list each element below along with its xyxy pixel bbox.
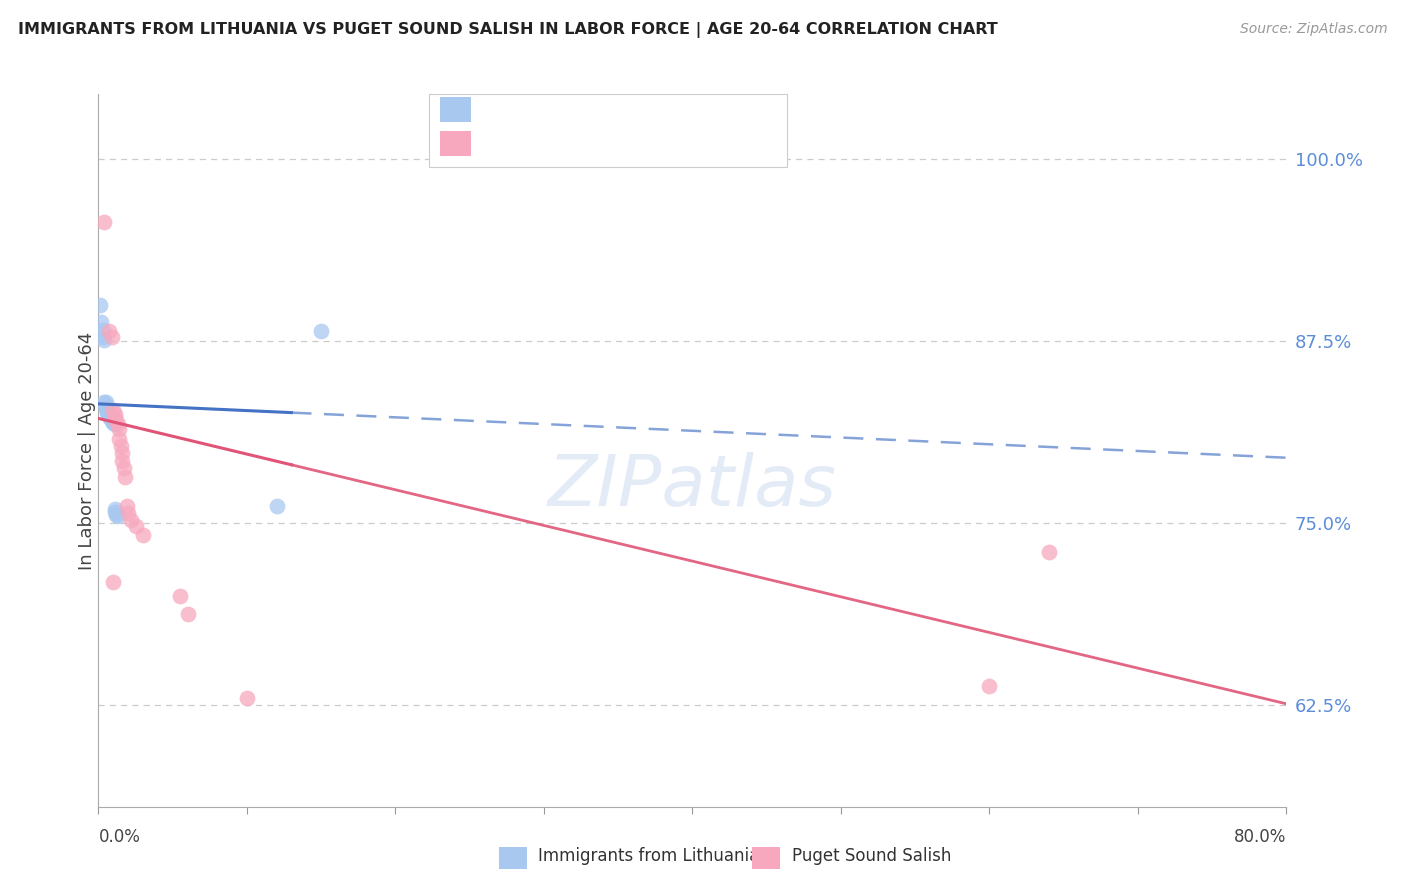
Point xyxy=(93,333,115,347)
Point xyxy=(114,469,136,483)
Point xyxy=(979,679,1001,693)
Text: Puget Sound Salish: Puget Sound Salish xyxy=(792,847,950,865)
Text: IMMIGRANTS FROM LITHUANIA VS PUGET SOUND SALISH IN LABOR FORCE | AGE 20-64 CORRE: IMMIGRANTS FROM LITHUANIA VS PUGET SOUND… xyxy=(18,22,998,38)
Point xyxy=(104,505,127,519)
Point xyxy=(96,402,118,417)
Point xyxy=(91,322,114,336)
Text: 30: 30 xyxy=(654,98,678,116)
Point xyxy=(97,409,120,423)
Point xyxy=(104,501,127,516)
Point xyxy=(89,298,111,312)
Point xyxy=(120,513,142,527)
Text: R =: R = xyxy=(482,98,520,116)
Text: N =: N = xyxy=(612,98,651,116)
Point xyxy=(103,402,125,417)
Text: N =: N = xyxy=(612,132,651,150)
Point xyxy=(94,401,117,416)
Text: 80.0%: 80.0% xyxy=(1234,828,1286,846)
Point xyxy=(94,398,117,412)
Point xyxy=(91,330,114,344)
Point xyxy=(101,413,124,427)
Point xyxy=(94,395,117,409)
Point xyxy=(105,414,128,428)
Point xyxy=(97,407,120,421)
Text: Immigrants from Lithuania: Immigrants from Lithuania xyxy=(538,847,759,865)
Point xyxy=(96,404,118,418)
Point xyxy=(97,409,120,423)
Point xyxy=(103,416,125,430)
Point xyxy=(104,409,127,424)
Point xyxy=(105,508,128,522)
Point xyxy=(107,417,129,432)
Point xyxy=(124,519,146,533)
Point xyxy=(103,414,125,428)
Text: R =: R = xyxy=(482,132,520,150)
Text: ZIPatlas: ZIPatlas xyxy=(548,451,837,521)
Point xyxy=(236,691,259,706)
Point xyxy=(112,461,135,475)
Point xyxy=(266,499,288,513)
Point xyxy=(103,574,125,589)
Point xyxy=(98,409,121,424)
Point xyxy=(132,528,155,542)
Point xyxy=(104,407,127,421)
Point xyxy=(111,453,134,467)
Point xyxy=(1038,545,1060,559)
Point xyxy=(101,411,124,425)
Y-axis label: In Labor Force | Age 20-64: In Labor Force | Age 20-64 xyxy=(79,331,96,570)
Point xyxy=(107,508,129,523)
Point xyxy=(111,446,134,460)
Point xyxy=(93,215,115,229)
Text: 26: 26 xyxy=(654,132,678,150)
Point xyxy=(176,607,198,621)
Point xyxy=(96,406,118,420)
Point xyxy=(169,589,191,603)
Point xyxy=(98,411,121,425)
Point xyxy=(108,432,131,446)
Text: -0.296: -0.296 xyxy=(524,132,586,150)
Point xyxy=(101,414,124,428)
Point xyxy=(115,499,138,513)
Point xyxy=(90,315,112,329)
Point xyxy=(97,324,120,338)
Point xyxy=(117,506,139,520)
Point xyxy=(94,400,117,414)
Point xyxy=(110,439,132,453)
Point xyxy=(93,395,115,409)
Point xyxy=(104,417,127,432)
Point xyxy=(101,330,124,344)
Text: Source: ZipAtlas.com: Source: ZipAtlas.com xyxy=(1240,22,1388,37)
Point xyxy=(108,422,131,436)
Point xyxy=(309,324,332,338)
Text: 0.0%: 0.0% xyxy=(98,828,141,846)
Text: -0.065: -0.065 xyxy=(524,98,586,116)
